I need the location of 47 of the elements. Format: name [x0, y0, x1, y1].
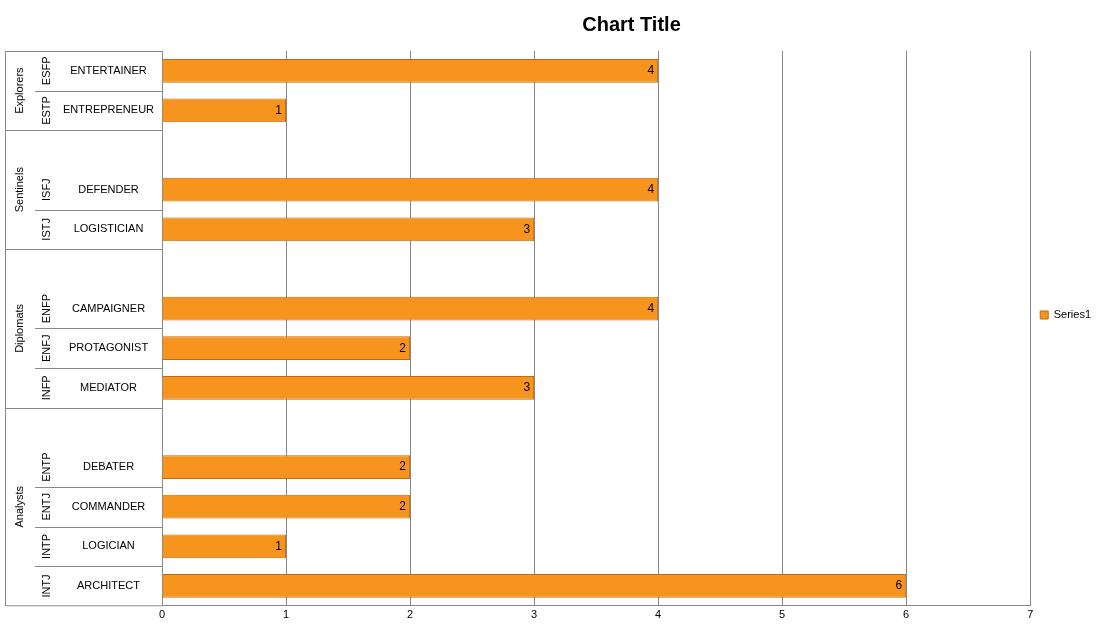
y-tick-label: ENTERTAINER — [70, 63, 147, 76]
y-tick-label: DEFENDER — [78, 182, 139, 195]
text: INTP — [40, 533, 53, 559]
x-tick-label: 3 — [531, 608, 538, 621]
text: Diplomats — [13, 303, 26, 353]
y-tick-label: CAMPAIGNER — [71, 301, 146, 314]
text: ISFJ — [40, 178, 53, 202]
x-tick-label: 6 — [903, 608, 910, 621]
x-tick-label: 0 — [158, 608, 166, 621]
x-tick-label: 5 — [779, 608, 786, 621]
y-tick-label: COMMANDER — [71, 499, 146, 512]
text: ESTP — [40, 96, 53, 125]
y-tick-label: PROTAGONIST — [68, 341, 149, 354]
data-label: 3 — [523, 380, 531, 395]
data-label: 2 — [399, 459, 407, 474]
data-label: 2 — [399, 499, 407, 514]
data-label: 1 — [275, 538, 283, 553]
text: INTJ — [40, 574, 53, 598]
text: INFP — [40, 375, 53, 401]
x-tick-label: 2 — [407, 608, 414, 621]
data-label: 4 — [647, 63, 655, 78]
chart-title: Chart Title — [582, 12, 681, 35]
legend-label: Series1 — [1053, 308, 1091, 321]
y-tick-label: LOGICIAN — [82, 539, 135, 552]
data-label: 4 — [647, 182, 655, 197]
text: ISTJ — [40, 218, 53, 241]
y-tick-label: ENTREPRENEUR — [62, 103, 155, 116]
y-tick-label: MEDIATOR — [79, 380, 138, 393]
data-label: 4 — [647, 300, 655, 315]
text: ENFJ — [40, 334, 53, 362]
text: Sentinels — [13, 166, 26, 213]
y-tick-label: DEBATER — [82, 460, 135, 473]
text: ESFP — [40, 56, 53, 86]
text: Explorers — [13, 66, 26, 114]
text: ENTP — [40, 452, 53, 482]
x-tick-label: 1 — [282, 608, 290, 621]
data-label: 1 — [275, 102, 283, 117]
x-tick-label: 7 — [1027, 608, 1034, 621]
y-tick-label: ARCHITECT — [77, 579, 141, 592]
x-tick-label: 4 — [655, 608, 662, 621]
text: Analysts — [13, 485, 26, 528]
data-label: 2 — [399, 340, 407, 355]
text: ENTJ — [40, 492, 53, 521]
text: ENFP — [40, 293, 53, 324]
data-label: 6 — [895, 578, 903, 593]
y-tick-label: LOGISTICIAN — [73, 222, 144, 235]
data-label: 3 — [523, 221, 531, 236]
